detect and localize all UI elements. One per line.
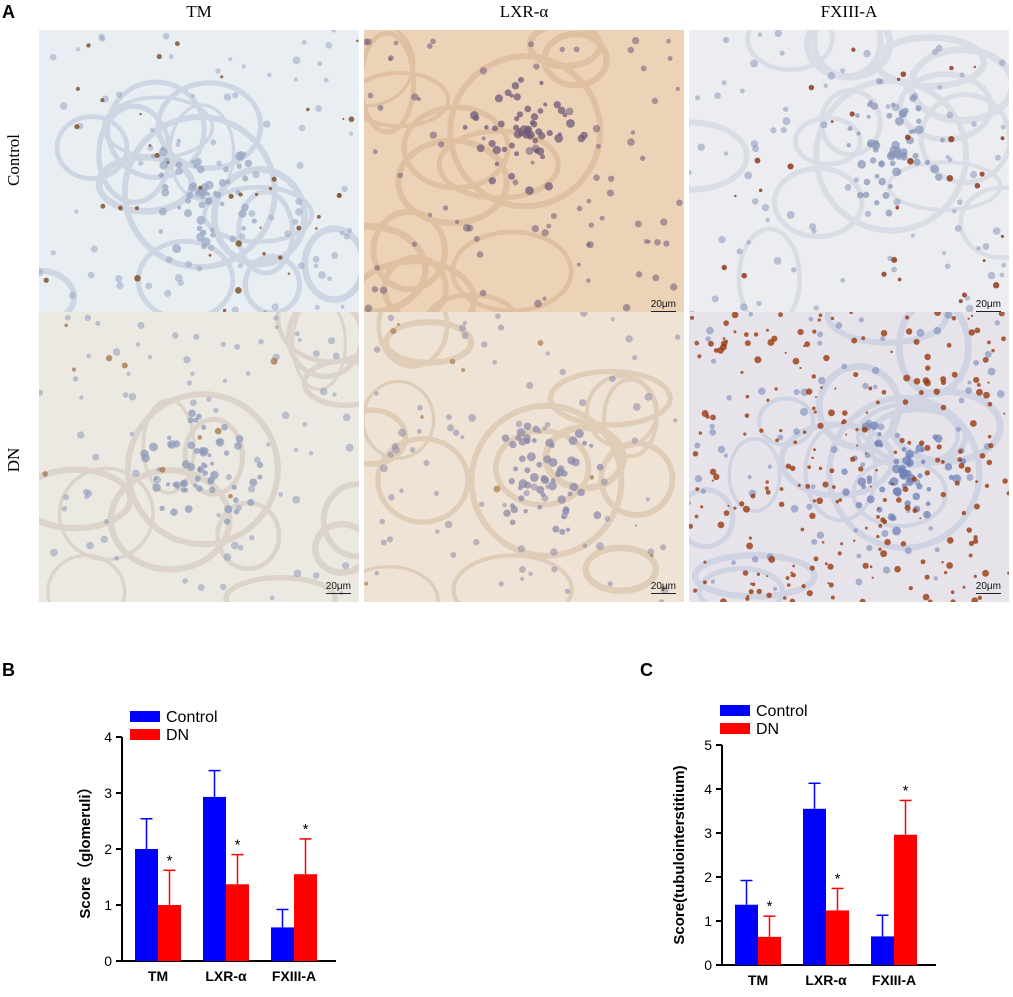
bar-control-0 — [135, 849, 158, 961]
legend-swatch-dn — [130, 729, 160, 740]
scale-bar-label: 20μm — [975, 299, 1001, 310]
legend-label-dn: DN — [166, 727, 189, 744]
scale-bar-label: 20μm — [650, 299, 676, 310]
micrograph-tile: 20μm — [364, 30, 684, 320]
bar-control-0 — [735, 904, 758, 965]
y-tick-label: 0 — [704, 957, 712, 973]
bar-dn-2 — [894, 834, 917, 965]
bar-dn-1 — [226, 884, 249, 961]
x-tick-label: LXR-α — [205, 968, 247, 984]
bar-dn-0 — [158, 905, 181, 961]
column-label-tm: TM — [186, 2, 212, 21]
legend-label-dn: DN — [756, 721, 779, 738]
y-tick-label: 1 — [104, 897, 112, 913]
y-tick-label: 0 — [104, 953, 112, 969]
significance-star: * — [767, 898, 773, 915]
y-tick-label: 5 — [704, 737, 712, 753]
scale-bar: 20μm — [975, 299, 1001, 312]
legend-label-control: Control — [166, 709, 218, 726]
y-tick-label: 2 — [104, 841, 112, 857]
legend-swatch-control — [720, 705, 750, 716]
y-tick-label: 1 — [704, 913, 712, 929]
bar-dn-1 — [826, 910, 849, 965]
scale-bar-line — [650, 311, 676, 312]
significance-star: * — [303, 821, 309, 838]
row-label-control: Control — [4, 134, 23, 186]
x-tick-label: TM — [148, 968, 168, 984]
scale-bar-line — [650, 593, 676, 594]
scale-bar: 20μm — [975, 581, 1001, 594]
y-tick-label: 4 — [704, 781, 712, 797]
x-tick-label: FXIII-A — [872, 972, 916, 988]
bar-dn-0 — [758, 936, 781, 965]
y-tick-label: 3 — [704, 825, 712, 841]
bar-control-2 — [871, 936, 894, 965]
panel-a-letter: A — [2, 2, 15, 22]
x-tick-label: TM — [748, 972, 768, 988]
scale-bar-line — [975, 593, 1001, 594]
bar-control-1 — [203, 796, 226, 961]
row-label-dn: DN — [4, 447, 23, 473]
bar-control-2 — [271, 927, 294, 961]
y-tick-label: 2 — [704, 869, 712, 885]
chart-c: Control DN 0 1 2 3 4 5 Score(tubulointerstitium)… — [660, 695, 960, 997]
scale-bar: 20μm — [650, 299, 676, 312]
y-axis-label: Score（glomeruli） — [76, 779, 94, 918]
y-tick-label: 4 — [104, 729, 112, 745]
scale-bar-line — [975, 311, 1001, 312]
micrograph-tile: 20μm — [689, 30, 1009, 320]
legend-swatch-control — [130, 711, 160, 722]
micrograph-tile: 20μm — [364, 312, 684, 602]
y-axis-label: Score(tubulointerstitium) — [671, 765, 688, 944]
significance-star: * — [903, 782, 909, 799]
x-tick-label: FXIII-A — [272, 968, 316, 984]
micrograph-tile: 20μm — [689, 312, 1009, 602]
y-tick-label: 3 — [104, 785, 112, 801]
scale-bar-line — [325, 593, 351, 594]
scale-bar-label: 20μm — [325, 581, 351, 592]
scale-bar: 20μm — [325, 581, 351, 594]
x-tick-label: LXR-α — [805, 972, 847, 988]
column-label-lxr: LXR-α — [499, 2, 549, 21]
scale-bar: 20μm — [650, 581, 676, 594]
bar-control-1 — [803, 808, 826, 965]
scale-bar-label: 20μm — [975, 581, 1001, 592]
column-label-fxiii: FXIII-A — [820, 2, 878, 21]
panel-c-letter: C — [640, 660, 653, 680]
micrograph-tile: 20μm — [39, 312, 359, 602]
bar-dn-2 — [294, 874, 317, 961]
significance-star: * — [835, 870, 841, 887]
panel-b-letter: B — [2, 660, 15, 680]
legend-label-control: Control — [756, 703, 808, 720]
legend-swatch-dn — [720, 723, 750, 734]
micrograph-tile — [39, 30, 359, 320]
chart-b: Control DN 0 1 2 3 4 Score（glomeruli） * TM * LXR-α *… — [60, 700, 360, 997]
significance-star: * — [167, 852, 173, 869]
scale-bar-label: 20μm — [650, 581, 676, 592]
significance-star: * — [235, 837, 241, 854]
